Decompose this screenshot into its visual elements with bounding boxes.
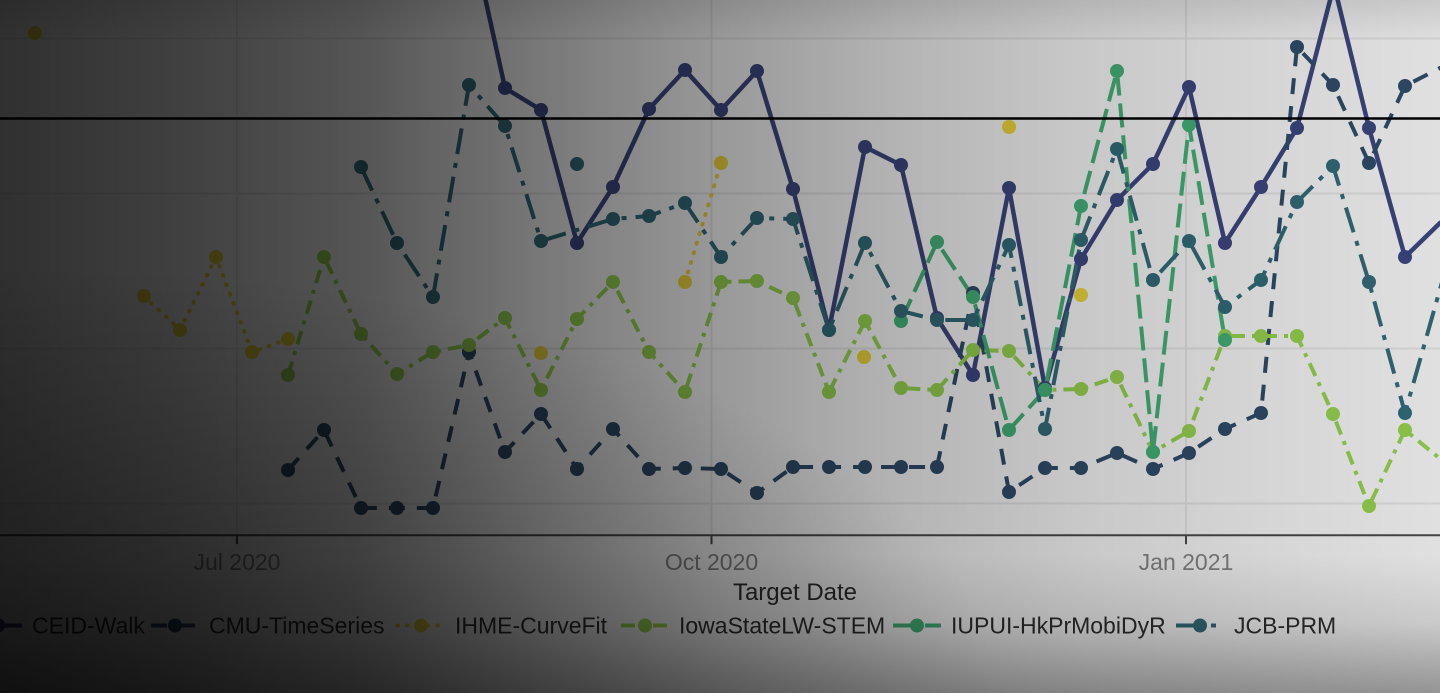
svg-text:CEID-Walk: CEID-Walk bbox=[32, 613, 145, 639]
svg-text:Target Date: Target Date bbox=[733, 579, 857, 606]
svg-text:CMU-TimeSeries: CMU-TimeSeries bbox=[209, 613, 385, 639]
svg-text:Jul 2020: Jul 2020 bbox=[194, 549, 281, 575]
svg-text:IHME-CurveFit: IHME-CurveFit bbox=[455, 613, 608, 639]
svg-text:IUPUI-HkPrMobiDyR: IUPUI-HkPrMobiDyR bbox=[951, 613, 1166, 639]
svg-text:JCB-PRM: JCB-PRM bbox=[1234, 613, 1336, 639]
svg-text:IowaStateLW-STEM: IowaStateLW-STEM bbox=[679, 613, 885, 639]
svg-text:Oct 2020: Oct 2020 bbox=[665, 549, 758, 575]
svg-text:Jan 2021: Jan 2021 bbox=[1139, 549, 1234, 575]
